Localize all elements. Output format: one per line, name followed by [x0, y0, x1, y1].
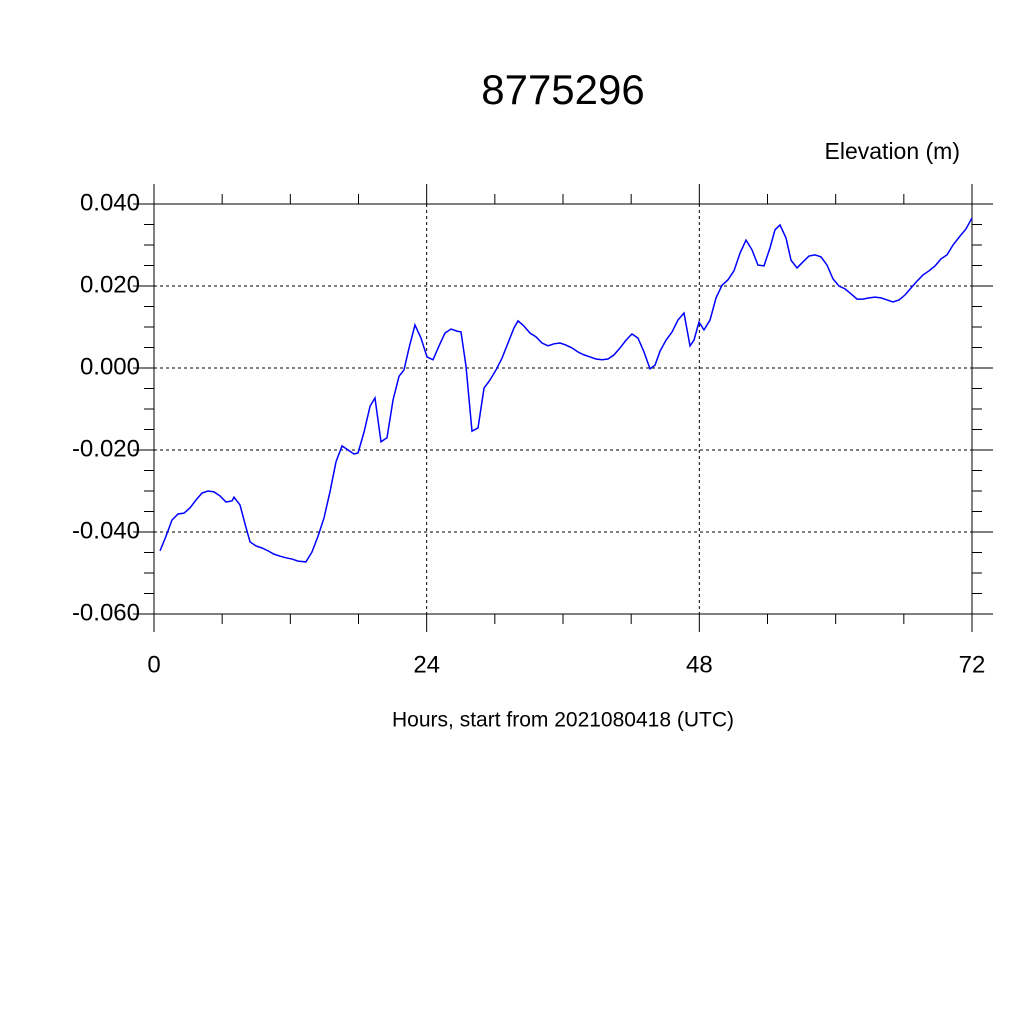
- x-tick-label: 72: [959, 651, 986, 678]
- x-tick-label: 48: [686, 651, 713, 678]
- x-tick-label: 0: [147, 651, 160, 678]
- y-axis-label: Elevation (m): [825, 138, 960, 164]
- x-tick-label: 24: [413, 651, 440, 678]
- y-tick-label: -0.060: [72, 599, 140, 626]
- x-axis-label: Hours, start from 2021080418 (UTC): [392, 709, 734, 732]
- chart-title: 8775296: [481, 66, 645, 113]
- data-line: [159, 217, 973, 563]
- plot-frame: [153, 203, 973, 615]
- y-tick-label: -0.020: [72, 435, 140, 462]
- y-tick-label: 0.000: [80, 353, 140, 380]
- y-tick-label: -0.040: [72, 517, 140, 544]
- y-tick-label: 0.020: [80, 271, 140, 298]
- y-tick-label: 0.040: [80, 189, 140, 216]
